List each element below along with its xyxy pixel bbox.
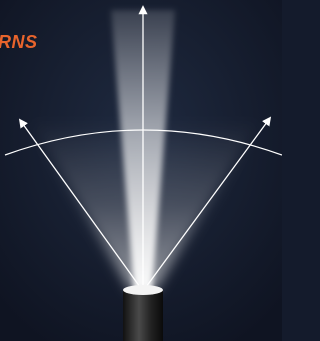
illustration: [0, 0, 282, 341]
page: {"label": "RNS"}: [0, 0, 282, 341]
lamp-lens: [123, 285, 163, 295]
title-fragment: RNS: [0, 32, 38, 53]
lamp-body: [123, 290, 163, 341]
